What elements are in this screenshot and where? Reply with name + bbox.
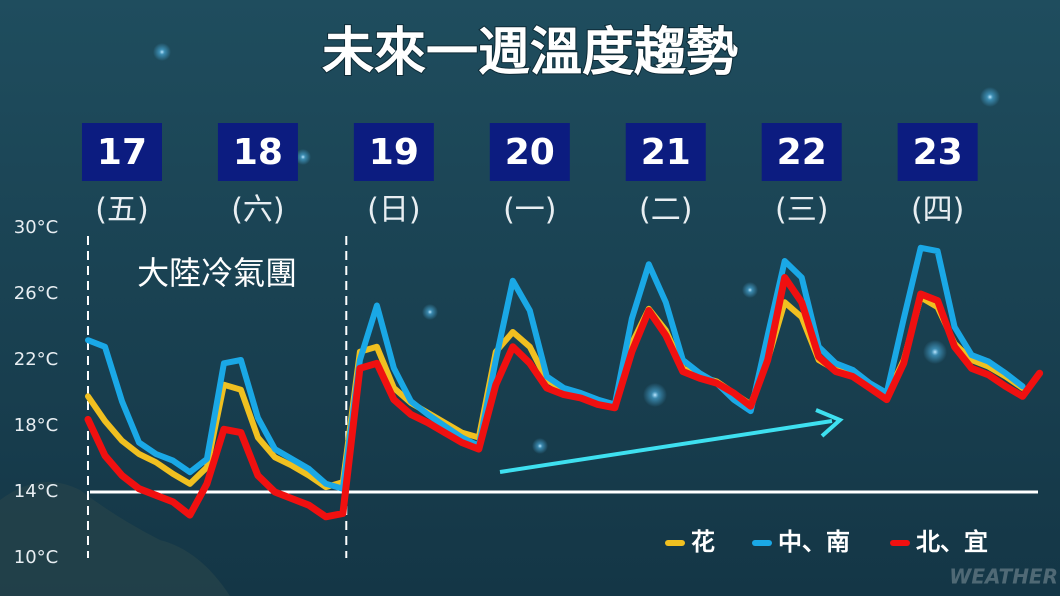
y-tick-label: 22°C [14,349,58,370]
day-box [489,123,570,181]
x-tick-sublabel: (三) [775,193,828,228]
x-tick-sublabel: (五) [95,193,148,228]
trend-arrow [499,419,833,474]
day-box [625,123,706,181]
legend-label: 花 [691,528,715,556]
y-tick-label: 26°C [14,283,58,304]
legend-label: 中、南 [778,528,850,556]
chart-title: 未來一週溫度趨勢 [322,23,738,83]
legend-swatch [890,540,910,546]
x-tick-sublabel: (日) [367,193,420,228]
legend-swatch [752,540,772,546]
x-tick-label: 18 [233,132,283,173]
x-tick-label: 21 [641,132,691,173]
annotation-label: 大陸冷氣團 [137,254,297,292]
legend-label: 北、宜 [916,528,988,556]
y-tick-label: 14°C [14,481,58,502]
y-tick-label: 18°C [14,415,58,436]
x-tick-sublabel: (六) [231,193,284,228]
y-tick-label: 10°C [14,547,58,568]
x-tick-sublabel: (一) [503,193,556,228]
plot-area: 10°C 14°C 18°C 22°C 26°C 30°C 17 (五) 18 (六) 19 (日) 2… [14,123,1058,589]
y-tick-label: 30°C [14,217,58,238]
x-tick-sublabel: (二) [639,193,692,228]
x-tick-label: 23 [913,132,963,173]
series-line [84,274,1044,521]
day-box [897,123,978,181]
x-tick-sublabel: (四) [911,193,964,228]
trend-arrow-head [815,408,844,438]
x-tick-label: 20 [505,132,555,173]
x-tick-label: 22 [777,132,827,173]
watermark: WEATHER [949,565,1058,589]
x-tick-label: 19 [369,132,419,173]
day-box [217,123,298,181]
day-box [353,123,434,181]
day-box [761,123,842,181]
series-line [85,244,1026,492]
x-tick-label: 17 [97,132,147,173]
decor [0,43,1000,596]
legend-swatch [665,540,685,546]
day-box [81,123,162,181]
